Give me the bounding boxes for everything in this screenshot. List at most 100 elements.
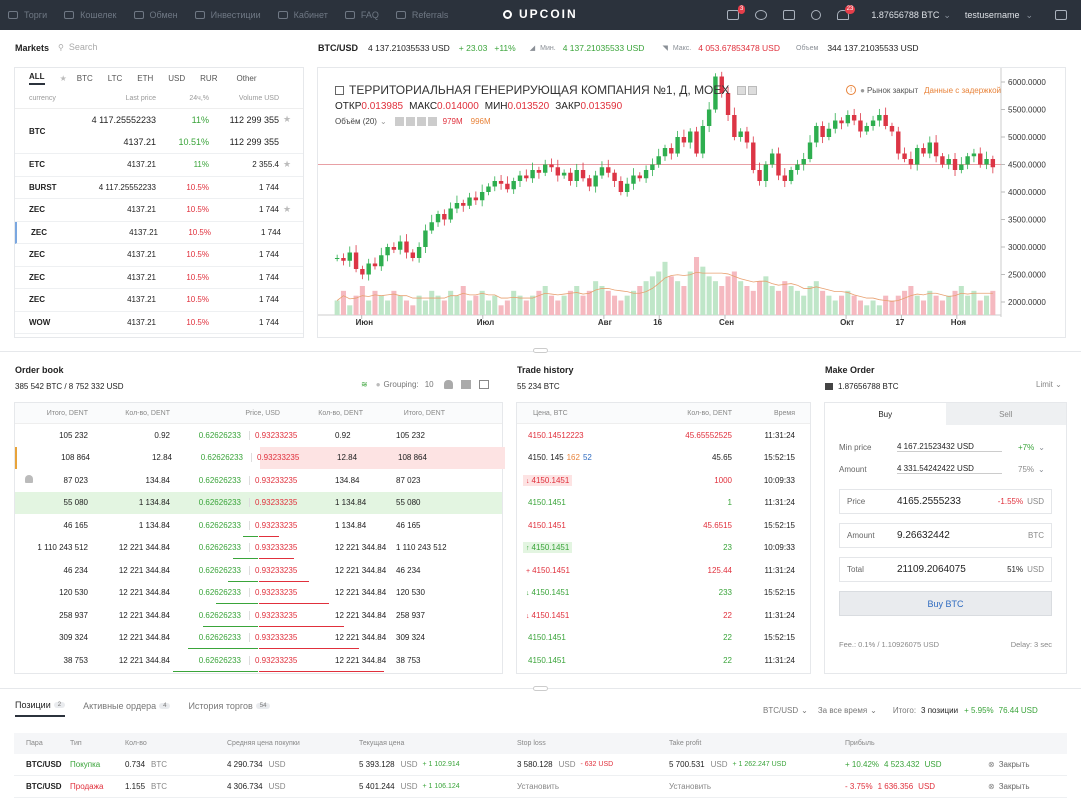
amount-pct[interactable]: 75% [1018,464,1035,474]
balance[interactable]: 1.87656788 BTC [871,10,940,20]
star-icon[interactable]: ★ [59,74,67,83]
amount-input[interactable]: 4 331.54242422 USD [897,464,1002,474]
trade-row[interactable]: ↓ 4150.1451 22 11:31:24 [517,604,810,627]
theme-icon[interactable] [811,10,822,20]
nav-item-5[interactable]: FAQ [344,10,379,20]
messages-icon[interactable]: 3 [727,5,746,20]
col-change[interactable]: 24ч,% [189,95,209,102]
ticker-pair[interactable]: BTC/USD [318,43,358,53]
add-icon[interactable] [416,117,426,126]
tab-all[interactable]: ALL [29,72,45,85]
resize-handle[interactable] [533,686,548,691]
tab-ltc[interactable]: LTC [107,74,123,83]
nav-item-4[interactable]: Кабинет [277,10,328,20]
close-position-button[interactable]: Закрыть [998,782,1030,791]
total-input[interactable]: 21109.2064075 [897,564,966,575]
market-row[interactable]: ZEC 4137.21 10.5% 1 744 [15,221,303,244]
close-icon[interactable] [427,117,437,126]
alarm-icon[interactable] [755,10,768,20]
orderbook-row[interactable]: 46 165 1 134.84 0.62626233 0.93233235 1 134.… [15,514,502,537]
eye-icon[interactable] [394,117,404,126]
star-icon[interactable]: ★ [282,114,292,125]
nav-item-0[interactable]: Торги [8,10,47,20]
trade-row[interactable]: ↓ 4150.1451 233 15:52:15 [517,582,810,605]
market-row[interactable]: WOW 4137.21 10.5% 1 744 [15,312,303,334]
min-price-input[interactable]: 4 167.21523432 USD [897,442,1002,452]
trade-row[interactable]: 4150.1451 45.6515 15:52:15 [517,514,810,537]
pair-filter[interactable]: BTC/USD [763,706,799,715]
position-take-profit[interactable]: Установить [669,782,711,791]
trade-row[interactable]: ↓ 4150.1451 1000 10:09:33 [517,469,810,492]
price-field[interactable]: Price 4165.2555233 -1.55% USD [839,489,1052,514]
close-icon[interactable]: ⊗ [988,782,995,791]
orderbook-row[interactable]: 120 530 12 221 344.84 0.62626233 0.93233235… [15,582,502,604]
orderbook-row[interactable]: 1 110 243 512 12 221 344.84 0.62626233 0.93… [15,537,502,559]
trade-row[interactable]: 4150. 145 162 52 45.65 15:52:15 [517,447,810,470]
volume-label[interactable]: Объём (20) [335,117,377,126]
position-row[interactable]: BTC/USD Продажа 1.155 BTC 4 306.734 USD 5 401.… [14,776,1067,798]
total-field[interactable]: Total 21109.2064075 51% USD [839,557,1052,582]
settings-icon[interactable] [737,85,747,95]
settings-icon[interactable] [405,117,415,126]
position-stop-loss[interactable]: 3 580.128 [517,760,553,769]
orderbook-row[interactable]: 309 324 12 221 344.84 0.62626233 0.93233235… [15,627,502,649]
min-price-pct[interactable]: +7% [1018,442,1035,452]
bell-icon[interactable]: 23 [837,5,856,20]
close-icon[interactable] [748,85,758,95]
tab-other[interactable]: Other [236,74,257,83]
nav-item-1[interactable]: Кошелек [64,10,117,20]
trade-row[interactable]: ↑ 4150.1451 23 10:09:33 [517,537,810,560]
order-type[interactable]: Limit [1036,380,1053,389]
nav-item-2[interactable]: Обмен [133,10,178,20]
collapse-icon[interactable] [335,85,344,95]
close-icon[interactable]: ⊗ [988,760,995,769]
star-icon[interactable]: ★ [282,159,292,170]
buy-btc-button[interactable]: Buy BTC [839,591,1052,616]
orderbook-row[interactable]: 46 234 12 221 344.84 0.62626233 0.93233235 1… [15,559,502,582]
amount-field[interactable]: Amount 9.26632442 BTC [839,523,1052,548]
tab-trade-history[interactable]: История торгов 54 [188,701,271,716]
layout-split-icon[interactable] [478,380,489,389]
orderbook-row[interactable]: 87 023 134.84 0.62626233 0.93233235 134.84 87… [15,469,502,492]
nav-item-3[interactable]: Инвестиции [194,10,261,20]
market-row[interactable]: ZEC 4137.21 10.5% 1 744 [15,289,303,312]
orderbook-row[interactable]: 108 864 12.84 0.62626233 0.93233235 12.84 108… [15,446,505,469]
tab-rur[interactable]: RUR [200,74,218,83]
trade-row[interactable]: 4150.1451 22 15:52:15 [517,627,810,650]
trade-row[interactable]: 4150.14512223 45.65552525 11:31:24 [517,424,810,447]
chat-icon[interactable] [1055,10,1067,20]
trade-row[interactable]: 4150.1451 1 11:31:24 [517,492,810,515]
bell-icon[interactable] [443,380,453,389]
bell-icon[interactable] [25,475,33,483]
tab-usd[interactable]: USD [168,74,186,83]
orderbook-row[interactable]: 105 232 0.92 0.62626233 0.93233235 0.92 105 2… [15,424,502,447]
position-stop-loss[interactable]: Установить [517,782,559,791]
markets-search[interactable]: ⚲ Search [58,42,97,52]
orderbook-row[interactable]: 55 080 1 134.84 0.62626233 0.93233235 1 134.… [15,491,502,514]
tab-sell[interactable]: Sell [945,403,1066,425]
trade-row[interactable]: 4150.1451 22 11:31:24 [517,649,810,672]
tab-btc[interactable]: BTC [76,74,93,83]
price-chart[interactable]: 6000.0000 5500.0000 5000.0000 4500.0000 4000… [317,67,1066,338]
position-row[interactable]: BTC/USD Покупка 0.734 BTC 4 290.734 USD 5 393.… [14,754,1067,776]
layout-single-icon[interactable] [460,380,471,389]
tab-buy[interactable]: Buy [878,409,893,419]
search-input[interactable]: Search [68,42,98,52]
star-icon[interactable]: ★ [282,204,292,215]
market-row[interactable]: ZEC 4137.21 10.5% 1 744 ★ [15,199,303,222]
tab-positions[interactable]: Позиции 2 [15,700,66,717]
candlestick-chart[interactable]: 6000.0000 5500.0000 5000.0000 4500.0000 4000… [318,68,1066,338]
nav-item-6[interactable]: Referrals [395,10,448,20]
price-input[interactable]: 4165.2555233 [897,496,961,507]
time-filter[interactable]: За все время [817,706,868,715]
tab-eth[interactable]: ETH [137,74,154,83]
market-row[interactable]: ETC 4137.21 11% 2 355.4 ★ [15,154,303,177]
market-row[interactable]: ZEC 4137.21 10.5% 1 744 [15,244,303,267]
resize-handle[interactable] [533,348,548,353]
position-take-profit[interactable]: 5 700.531 [669,760,705,769]
close-position-button[interactable]: Закрыть [998,760,1030,769]
trade-row[interactable]: +4150.1451 125.44 11:31:24 [517,559,810,582]
col-volume[interactable]: Volume USD [238,95,279,102]
username[interactable]: testusername [964,10,1020,20]
amount2-input[interactable]: 9.26632442 [897,530,950,541]
